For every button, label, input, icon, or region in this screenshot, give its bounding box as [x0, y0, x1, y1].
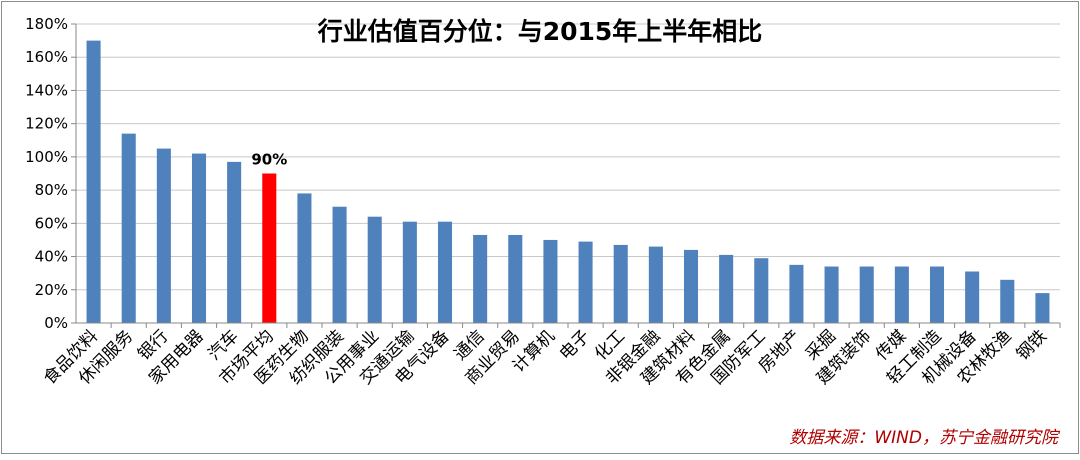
bar — [543, 239, 558, 323]
x-tick-labels: 食品饮料休闲服务银行家用电器汽车市场平均医药生物纺织服装公用事业交通运输电气设备… — [40, 326, 1051, 388]
axes — [75, 24, 1061, 328]
y-tick-label: 100% — [25, 148, 68, 166]
bar — [859, 266, 874, 323]
y-tick-label: 180% — [25, 15, 68, 33]
bar — [262, 173, 277, 323]
bar — [156, 148, 171, 323]
bar — [437, 221, 453, 323]
bar — [719, 254, 734, 323]
y-tick-label: 20% — [35, 281, 68, 299]
y-tick-label: 80% — [35, 181, 68, 199]
bar — [121, 133, 136, 323]
bar — [965, 271, 980, 323]
y-tick-label: 120% — [25, 115, 68, 133]
bar — [227, 161, 242, 323]
bar — [508, 234, 523, 323]
y-tick-labels: 0% 20% 40% 60% 80% 100% 120% 140% 160% 180% — [25, 15, 68, 332]
bar — [402, 221, 417, 323]
y-tick-label: 160% — [25, 48, 68, 66]
y-tick-label: 60% — [35, 214, 68, 232]
y-tick-label: 40% — [35, 248, 68, 266]
bar — [894, 266, 909, 323]
data-labels: 90% — [251, 151, 287, 169]
bar — [578, 241, 593, 323]
bar — [367, 216, 382, 323]
bar — [297, 193, 312, 323]
chart-title: 行业估值百分位：与2015年上半年相比 — [317, 17, 763, 46]
bar — [648, 246, 663, 323]
data-label: 90% — [251, 151, 287, 169]
x-tick-label: 电子 — [556, 326, 594, 364]
gridlines — [71, 23, 1060, 324]
bar — [613, 244, 628, 323]
bar — [929, 266, 945, 323]
bar — [191, 153, 207, 323]
bar — [332, 206, 347, 323]
bar — [824, 266, 839, 323]
x-tick-label: 钢铁 — [1013, 326, 1051, 364]
bar — [789, 264, 804, 323]
bar — [86, 40, 101, 323]
source-note: 数据来源：WIND，苏宁金融研究院 — [789, 428, 1061, 448]
bar — [683, 249, 699, 323]
bars — [86, 40, 1050, 323]
y-tick-label: 0% — [44, 314, 68, 332]
bar — [754, 258, 769, 323]
y-tick-label: 140% — [25, 81, 68, 99]
bar — [1035, 293, 1050, 323]
bar — [1000, 279, 1015, 323]
bar — [473, 234, 488, 323]
